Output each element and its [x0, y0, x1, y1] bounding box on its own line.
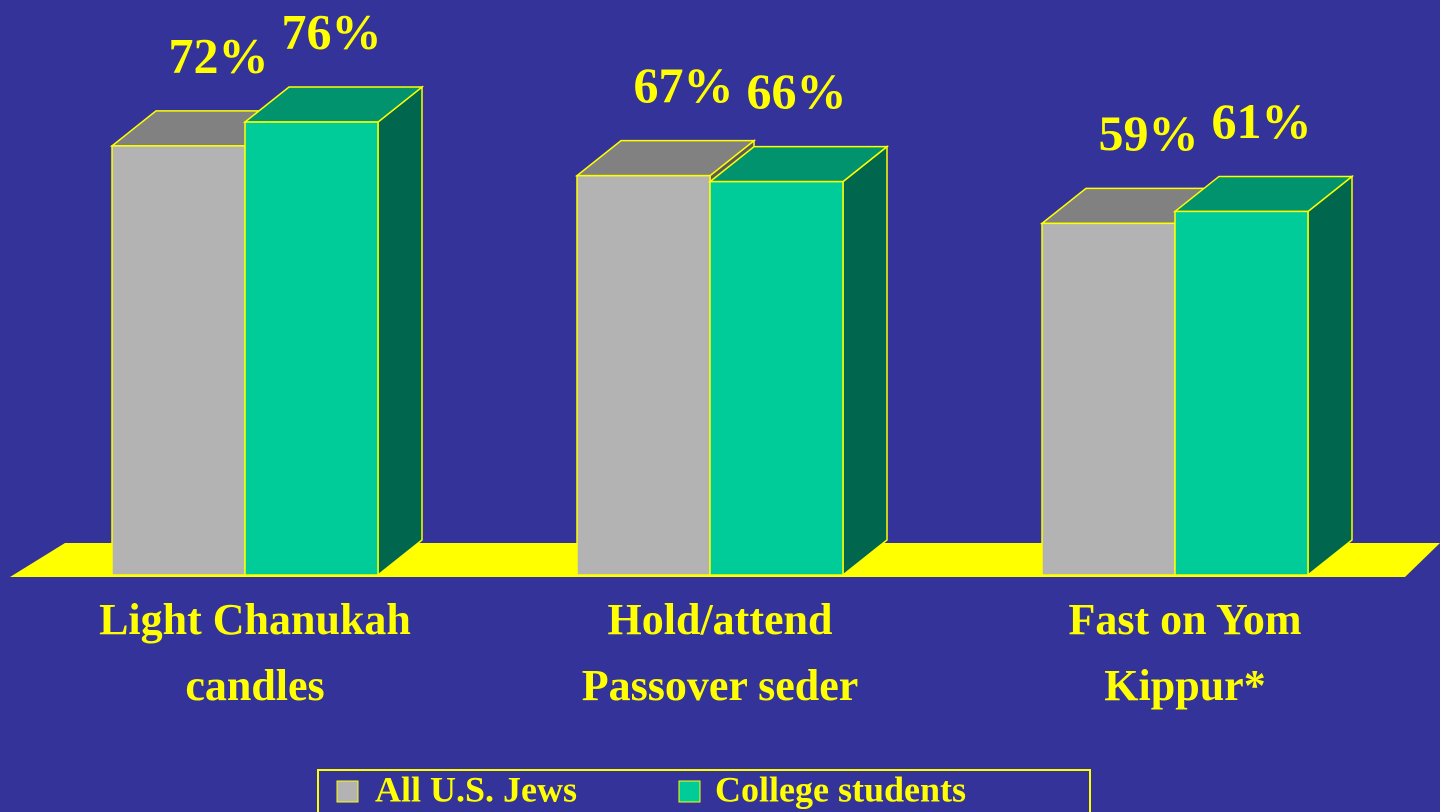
legend-swatch: [678, 780, 701, 803]
x-tick-label: Fast on Yom: [1068, 595, 1301, 644]
value-label: 66%: [747, 63, 847, 119]
bar: [244, 121, 379, 576]
legend-label: All U.S. Jews: [375, 769, 577, 809]
x-tick-label: Passover seder: [582, 661, 859, 710]
x-tick-label: Kippur*: [1104, 661, 1265, 710]
value-label: 61%: [1212, 93, 1312, 149]
legend-box: [317, 769, 1091, 812]
bar: [709, 180, 844, 576]
legend-swatch: [336, 780, 359, 803]
x-tick-label: Hold/attend: [608, 595, 833, 644]
legend-label: College students: [715, 769, 966, 809]
value-label: 76%: [282, 4, 382, 60]
bar: [111, 145, 246, 576]
bar-side: [842, 145, 888, 577]
bar-side: [1307, 174, 1353, 577]
value-label: 67%: [634, 57, 734, 113]
bar: [1174, 210, 1309, 576]
value-label: 59%: [1099, 105, 1199, 161]
bar-side: [377, 85, 423, 577]
x-tick-label: Light Chanukah: [99, 595, 411, 644]
x-tick-label: candles: [185, 661, 324, 710]
bar: [576, 174, 711, 576]
bar: [1041, 222, 1176, 576]
value-label: 72%: [169, 27, 269, 83]
